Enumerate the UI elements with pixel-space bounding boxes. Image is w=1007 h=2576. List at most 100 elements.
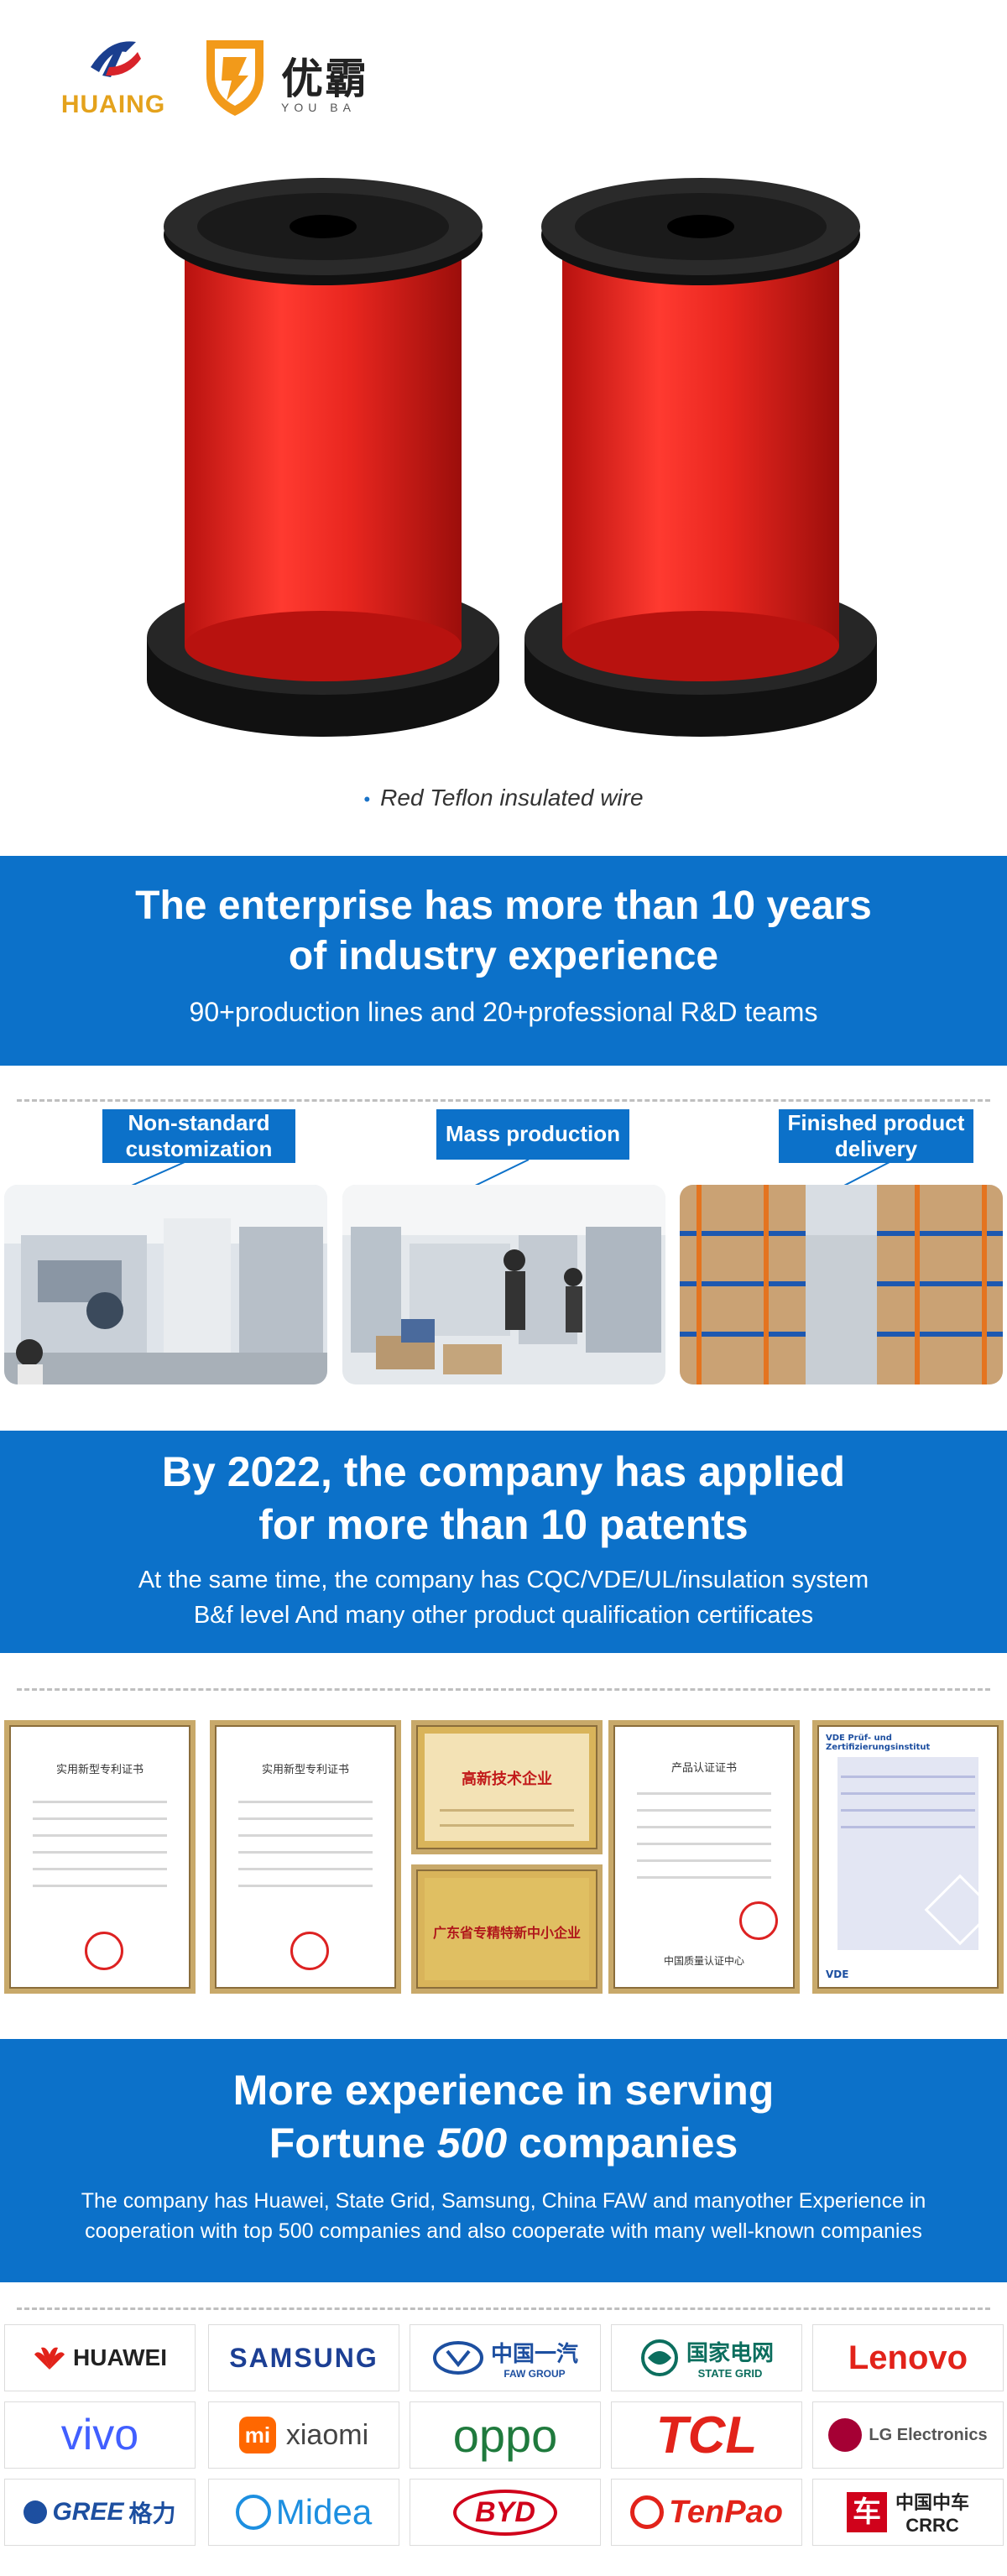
shield-icon xyxy=(206,40,263,116)
brand-name: GREE xyxy=(52,2498,124,2526)
huaing-wordmark: HUAING xyxy=(60,91,166,118)
brand-oppo: oppo xyxy=(410,2401,601,2469)
brand-samsung: SAMSUNG xyxy=(208,2324,399,2391)
fortune500-title: More experience in serving Fortune 500 c… xyxy=(0,2039,1007,2169)
fortune500-title-post: companies xyxy=(507,2119,738,2167)
brand-tcl: TCL xyxy=(611,2401,802,2469)
photo-warehouse xyxy=(680,1185,1003,1384)
cert-title: 广东省专精特新中小企业 xyxy=(432,1925,581,1941)
state-grid-icon xyxy=(640,2339,678,2376)
brand-gree: GREE 格力 xyxy=(4,2479,196,2546)
brand-name: Midea xyxy=(275,2492,373,2532)
product-caption: • Red Teflon insulated wire xyxy=(0,785,1007,811)
brand-name: LG Electronics xyxy=(869,2425,988,2444)
patents-title: By 2022, the company has applied for mor… xyxy=(0,1431,1007,1551)
patents-body: At the same time, the company has CQC/VD… xyxy=(0,1562,1007,1633)
label-delivery: Finished product delivery xyxy=(779,1109,973,1163)
crrc-mark-icon: 车 xyxy=(846,2492,887,2532)
brand-name: SAMSUNG xyxy=(229,2342,378,2373)
cert-title: 实用新型专利证书 xyxy=(261,1764,349,1776)
patent-certificate-1: 实用新型专利证书 xyxy=(4,1720,196,1994)
seal-icon xyxy=(85,1932,123,1970)
patent-certificate-2: 实用新型专利证书 xyxy=(210,1720,401,1994)
brand-subname: STATE GRID xyxy=(697,2367,763,2380)
photo-mass-production xyxy=(342,1185,665,1384)
brand-name: Lenovo xyxy=(848,2339,968,2376)
brand-crrc: 车 中国中车 CRRC xyxy=(812,2479,1004,2546)
youba-english-name: YOU BA xyxy=(281,101,356,114)
cert-title: 实用新型专利证书 xyxy=(55,1764,143,1776)
divider xyxy=(17,1688,990,1691)
brand-name: TenPao xyxy=(669,2494,783,2530)
gree-globe-icon xyxy=(23,2500,48,2524)
experience-subtitle: 90+production lines and 20+professional … xyxy=(189,997,818,1027)
cert-title: 产品认证证书 xyxy=(670,1762,737,1775)
brand-name: 中国一汽 xyxy=(490,2341,578,2367)
caption-text: Red Teflon insulated wire xyxy=(380,785,644,811)
faw-emblem-icon xyxy=(432,2341,483,2375)
brand-faw: 中国一汽 FAW GROUP xyxy=(410,2324,601,2391)
fortune500-body-line2: cooperation with top 500 companies and a… xyxy=(85,2219,922,2244)
cert-header: VDE Prüf- und Zertifizierungsinstitut xyxy=(826,1734,931,1752)
wire-spool-right xyxy=(524,178,877,737)
patents-banner: By 2022, the company has applied for mor… xyxy=(0,1431,1007,1653)
divider xyxy=(17,2307,990,2310)
cqc-certificate: 产品认证证书 中国质量认证中心 xyxy=(608,1720,800,1994)
xiaomi-mi-icon: mi xyxy=(238,2417,276,2453)
tenpao-ring-icon xyxy=(630,2495,665,2529)
brand-subname: CRRC xyxy=(905,2515,959,2536)
patents-body-line1: At the same time, the company has CQC/VD… xyxy=(138,1567,869,1593)
fortune500-number: 500 xyxy=(436,2119,508,2167)
youba-logo: 优霸 YOU BA xyxy=(201,34,420,126)
bullet-icon: • xyxy=(363,788,371,810)
huaing-logo: HUAING xyxy=(50,34,176,126)
brand-lg: LG Electronics xyxy=(812,2401,1004,2469)
brand-name: TCL xyxy=(655,2406,758,2464)
brand-midea: Midea xyxy=(208,2479,399,2546)
brand-huawei: HUAWEI xyxy=(4,2324,196,2391)
brand-name: xiaomi xyxy=(285,2418,369,2451)
huaing-mark-icon xyxy=(91,41,141,77)
brand-name: BYD xyxy=(453,2489,557,2536)
cert-footer: VDE xyxy=(826,1969,849,1980)
fortune500-body: The company has Huawei, State Grid, Sams… xyxy=(0,2186,1007,2247)
cert-title: 高新技术企业 xyxy=(462,1770,552,1788)
brand-state-grid: 国家电网 STATE GRID xyxy=(611,2324,802,2391)
product-image xyxy=(0,168,1007,772)
brand-xiaomi: mi xiaomi xyxy=(208,2401,399,2469)
photo-customization xyxy=(4,1185,327,1384)
brand-name: 国家电网 xyxy=(686,2341,774,2366)
label-mass-production: Mass production xyxy=(436,1109,629,1160)
fortune500-banner: More experience in serving Fortune 500 c… xyxy=(0,2039,1007,2282)
vde-certificate: VDE Prüf- und Zertifizierungsinstitut VD… xyxy=(812,1720,1004,1994)
seal-icon xyxy=(290,1932,329,1970)
header: HUAING 优霸 YOU BA xyxy=(0,0,1007,168)
experience-banner: The enterprise has more than 10 years of… xyxy=(0,856,1007,1066)
brand-name: oppo xyxy=(452,2408,558,2462)
fortune500-title-pre: Fortune xyxy=(269,2119,437,2167)
brand-name: vivo xyxy=(60,2411,139,2459)
hightech-certificate: 高新技术企业 xyxy=(411,1720,603,1854)
connector-lines xyxy=(125,1159,890,1189)
lg-face-icon xyxy=(828,2418,863,2452)
patents-body-line2: B&f level And many other product qualifi… xyxy=(193,1602,814,1630)
brand-vivo: vivo xyxy=(4,2401,196,2469)
cert-footer: 中国质量认证中心 xyxy=(663,1955,744,1967)
fortune500-title-line1: More experience in serving xyxy=(232,2067,775,2114)
brand-name: HUAWEI xyxy=(73,2344,167,2370)
youba-chinese-name: 优霸 xyxy=(281,55,368,103)
brand-subname: FAW GROUP xyxy=(503,2367,566,2380)
divider xyxy=(17,1099,990,1102)
sme-certificate: 广东省专精特新中小企业 xyxy=(411,1864,603,1994)
experience-title: The enterprise has more than 10 years of… xyxy=(0,856,1007,982)
brand-name: 中国中车 xyxy=(895,2493,969,2514)
brand-lenovo: Lenovo xyxy=(812,2324,1004,2391)
brand-tenpao: TenPao xyxy=(611,2479,802,2546)
midea-ring-icon xyxy=(235,2495,271,2530)
brand-byd: BYD xyxy=(410,2479,601,2546)
experience-title-line2: of industry experience xyxy=(288,934,719,978)
fortune500-body-line1: The company has Huawei, State Grid, Sams… xyxy=(81,2189,926,2213)
wire-spool-left xyxy=(147,178,499,737)
patents-title-line1: By 2022, the company has applied xyxy=(161,1448,846,1495)
huawei-petal-icon xyxy=(34,2347,65,2370)
